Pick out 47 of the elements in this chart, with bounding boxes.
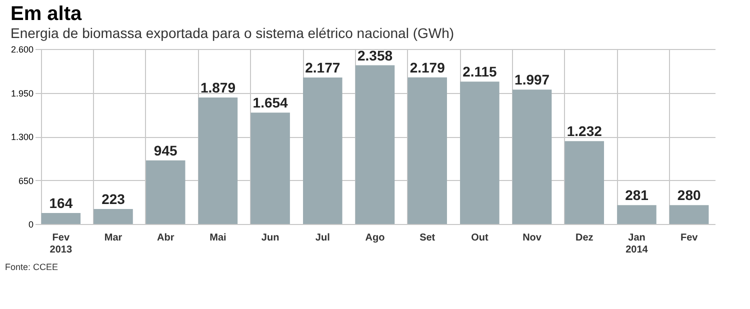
x-tick-label: Jun (261, 232, 280, 244)
bar (564, 141, 604, 224)
x-tick-label: Jul (315, 232, 330, 244)
data-label: 1.879 (200, 80, 236, 96)
bar (250, 112, 290, 224)
x-tick-label: Fev (680, 232, 698, 244)
data-label: 1.654 (252, 94, 288, 111)
bar (408, 77, 447, 224)
chart-subtitle: Energia de biomassa exportada para o sistema elétrico nacional (GWh) (10, 25, 454, 41)
bar (198, 98, 238, 224)
bar (617, 205, 656, 224)
bar (460, 82, 500, 224)
y-tick-label: 1.950 (10, 88, 34, 98)
data-label: 2.177 (305, 59, 340, 76)
x-tick-label: Abr (156, 232, 174, 244)
x-tick-label: Set (420, 232, 436, 244)
data-label: 2.358 (357, 47, 393, 64)
x-tick-label: Out (471, 232, 489, 244)
bar (146, 160, 186, 224)
x-tick-label: Jan 2014 (626, 232, 648, 256)
data-label: 280 (677, 187, 701, 204)
x-tick-label: Ago (365, 232, 385, 244)
bar (512, 90, 552, 224)
bar (94, 208, 133, 224)
data-label: 223 (102, 190, 126, 207)
y-tick-label: 650 (18, 176, 34, 186)
x-tick-label: Fev 2013 (50, 232, 72, 256)
y-tick-label: 1.300 (10, 132, 34, 142)
data-label: 2.115 (462, 64, 498, 80)
y-tick-label: 2.600 (10, 44, 34, 54)
data-label: 2.179 (410, 59, 446, 76)
bar (355, 65, 395, 224)
x-tick-label: Mai (210, 232, 227, 244)
x-tick-label: Nov (522, 232, 542, 244)
x-tick-label: Mar (104, 232, 122, 244)
data-label: 164 (49, 194, 73, 211)
chart-title: Em alta (10, 3, 82, 25)
bar (669, 205, 709, 224)
data-label: 945 (154, 142, 178, 158)
bar (303, 77, 342, 224)
data-label: 281 (625, 187, 649, 204)
bar (41, 212, 81, 224)
data-label: 1.232 (566, 123, 602, 140)
source-note: Fonte: CCEE (5, 262, 58, 272)
x-tick-label: Dez (575, 232, 594, 244)
y-tick-label: 0 (28, 220, 34, 230)
data-label: 1.997 (514, 72, 550, 88)
